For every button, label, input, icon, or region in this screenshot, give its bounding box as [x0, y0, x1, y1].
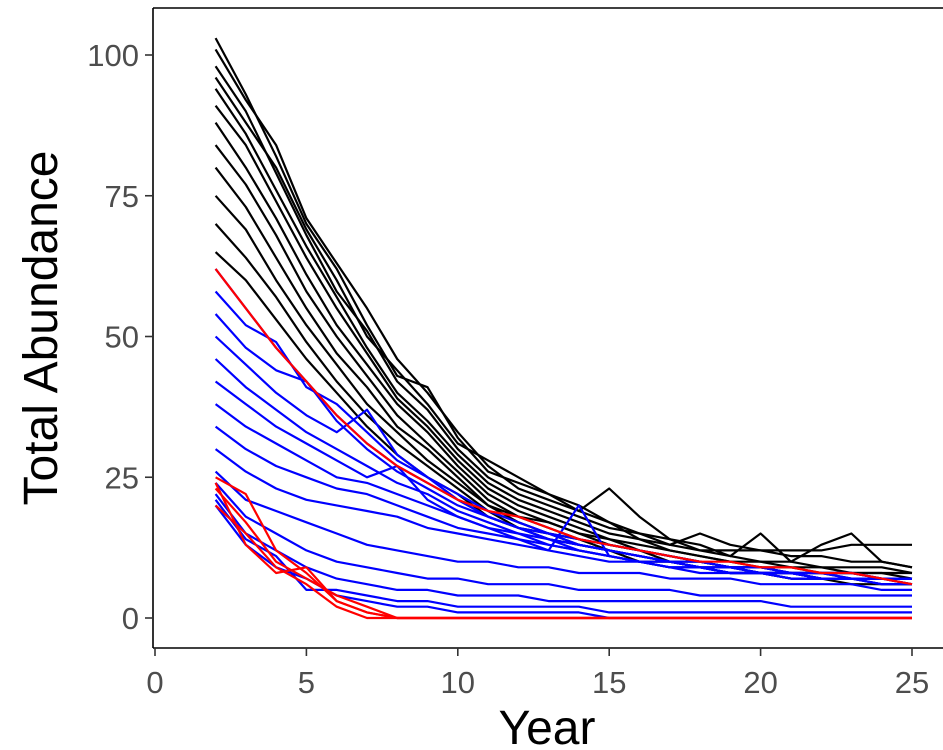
series-line-20 — [214, 425, 912, 580]
series-line-3 — [214, 65, 913, 575]
series-line-2 — [214, 48, 913, 569]
axes — [152, 7, 943, 649]
series-line-22 — [214, 470, 912, 592]
ticks: 0 5 10 15 20 25 0 25 50 75 100 — [87, 38, 929, 700]
series-layer — [214, 37, 913, 620]
series-line-4 — [214, 76, 912, 552]
x-tick-label: 15 — [592, 665, 626, 700]
y-tick-label: 100 — [87, 38, 139, 73]
series-line-14 — [214, 290, 912, 580]
x-tick-label: 20 — [743, 665, 777, 700]
y-tick-label: 0 — [122, 601, 139, 636]
x-axis-title: Year — [499, 702, 596, 750]
y-axis-title: Total Abundance — [15, 151, 68, 506]
x-tick-label: 25 — [895, 665, 929, 700]
series-line-1 — [214, 37, 913, 569]
series-line-21 — [214, 448, 912, 586]
series-line-31 — [214, 268, 913, 586]
x-tick-label: 10 — [441, 665, 475, 700]
series-line-24 — [214, 493, 912, 608]
series-line-8 — [214, 144, 912, 580]
y-tick-label: 75 — [105, 179, 139, 214]
series-line-23 — [214, 482, 912, 597]
x-tick-label: 0 — [146, 665, 163, 700]
series-line-11 — [214, 223, 912, 586]
y-tick-label: 50 — [105, 320, 139, 355]
y-tick-label: 25 — [105, 460, 139, 495]
x-tick-label: 5 — [298, 665, 315, 700]
series-line-25 — [214, 499, 912, 614]
series-line-30 — [214, 504, 912, 620]
